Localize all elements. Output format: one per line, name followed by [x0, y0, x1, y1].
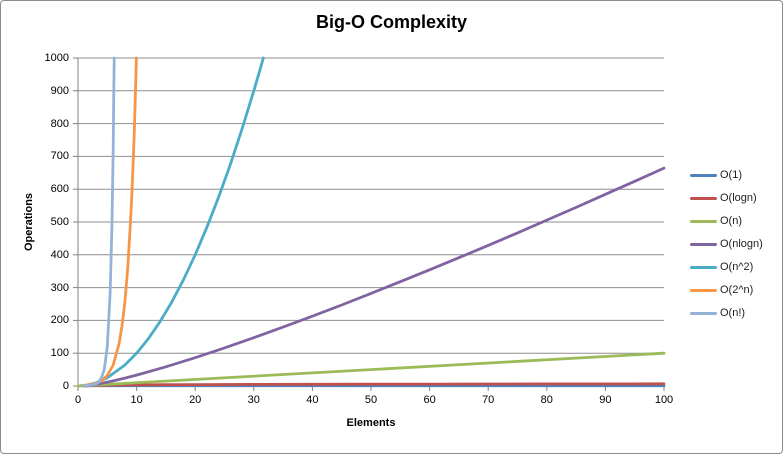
- legend-swatch: [690, 265, 717, 269]
- legend-entry: O(2^n): [690, 282, 763, 298]
- series-line-on: [82, 56, 116, 388]
- series-line-on2: [82, 56, 265, 388]
- chart-title: Big-O Complexity: [315, 12, 467, 32]
- legend-label: O(nlogn): [720, 238, 763, 250]
- legend-label: O(n^2): [720, 261, 754, 273]
- legend-entry: O(logn): [690, 190, 763, 206]
- legend-entry: O(n): [690, 213, 763, 229]
- legend-label: O(n): [720, 215, 742, 227]
- legend-entry: O(n!): [690, 305, 763, 321]
- series-line-on: [76, 351, 666, 388]
- legend-label: O(2^n): [720, 284, 754, 296]
- legend-label: O(1): [720, 169, 742, 181]
- legend-label: O(logn): [720, 192, 757, 204]
- legend-swatch: [690, 288, 717, 292]
- series-line-onlogn: [82, 166, 666, 388]
- y-axis-title: Operations: [23, 192, 35, 252]
- legend-swatch: [690, 173, 717, 177]
- legend-swatch: [690, 219, 717, 223]
- legend-entry: O(1): [690, 167, 763, 183]
- legend-swatch: [690, 311, 717, 315]
- legend: O(1) O(logn) O(n) O(nlogn) O(n^2) O(2^n) O(n!): [690, 167, 763, 321]
- legend-entry: O(n^2): [690, 259, 763, 275]
- legend-entry: O(nlogn): [690, 236, 763, 252]
- legend-label: O(n!): [720, 307, 746, 319]
- x-axis-title: Elements: [346, 417, 396, 429]
- legend-swatch: [690, 242, 717, 246]
- legend-swatch: [690, 196, 717, 200]
